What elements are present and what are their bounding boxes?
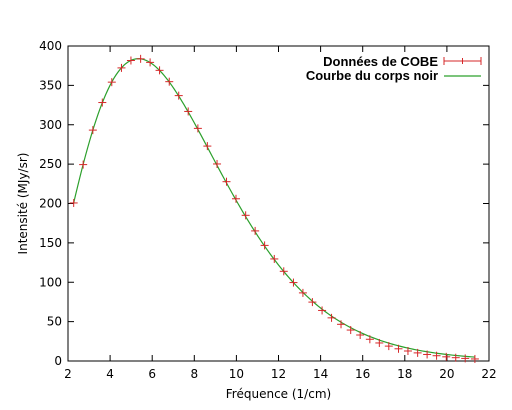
cobe-data-point (337, 320, 346, 329)
cobe-data-point (451, 353, 460, 362)
y-tick-label: 150 (39, 236, 62, 250)
x-tick-label: 6 (148, 367, 156, 381)
cobe-data-point (308, 298, 317, 307)
plot-frame (67, 45, 490, 362)
cobe-data-point (203, 142, 212, 151)
cobe-data-point (413, 348, 422, 357)
cobe-data-point (279, 267, 288, 276)
axes (67, 45, 490, 362)
cobe-data-point (213, 159, 222, 168)
legend-label-blackbody-curve: Courbe du corps noir (306, 68, 438, 83)
y-tick-label: 350 (39, 78, 62, 92)
cobe-data-point (260, 241, 269, 250)
x-tick-label: 16 (355, 367, 370, 381)
cobe-data-point (394, 344, 403, 353)
x-tick-label: 4 (106, 367, 114, 381)
cobe-data-point (251, 226, 260, 235)
x-tick-label: 14 (313, 367, 328, 381)
cobe-data-point (88, 126, 97, 135)
plot-series (69, 54, 479, 363)
cobe-data-point (107, 78, 116, 87)
y-tick-label: 0 (54, 354, 62, 368)
x-tick-label: 8 (190, 367, 198, 381)
cobe-data-point (241, 211, 250, 220)
y-tick-label: 300 (39, 118, 62, 132)
x-tick-label: 2 (64, 367, 72, 381)
cobe-data-point (375, 338, 384, 347)
x-tick-label: 10 (229, 367, 244, 381)
cobe-data-point (298, 288, 307, 297)
cobe-data-point (193, 124, 202, 133)
cobe-data-point (470, 354, 479, 363)
legend-label-cobe-data: Données de COBE (323, 54, 438, 69)
cobe-data-point (289, 278, 298, 287)
cobe-data-point (384, 342, 393, 351)
x-tick-label: 22 (481, 367, 496, 381)
cobe-data-point (165, 77, 174, 86)
cobe-data-point (231, 194, 240, 203)
cobe-data-point (270, 254, 279, 263)
cobe-data-point (432, 351, 441, 360)
y-axis-label: Intensité (MJy/sr) (16, 153, 30, 255)
blackbody-curve-line (73, 58, 475, 358)
cobe-data-point (117, 63, 126, 72)
cobe-data-point (442, 352, 451, 361)
y-tick-label: 200 (39, 197, 62, 211)
cobe-data-point (318, 306, 327, 315)
cobe-data-point (327, 313, 336, 322)
y-tick-label: 50 (47, 315, 62, 329)
y-tick-label: 100 (39, 275, 62, 289)
ticks: 2 4 6 8 10 12 14 16 18 20 22 0 50 100 150 200 250 300 350 4… (39, 39, 497, 381)
x-tick-label: 12 (271, 367, 286, 381)
cobe-data-point (155, 66, 164, 75)
cobe-data-point (136, 54, 145, 63)
cobe-data-point (461, 354, 470, 363)
cobe-data-point (423, 350, 432, 359)
legend: Données de COBE Courbe du corps noir (306, 54, 482, 83)
cobe-data-point (146, 58, 155, 67)
cobe-data-point (346, 326, 355, 335)
y-tick-label: 400 (39, 39, 62, 53)
y-tick-label: 250 (39, 157, 62, 171)
cobe-data-point (222, 177, 231, 186)
x-tick-label: 18 (397, 367, 412, 381)
cobe-data-point (365, 335, 374, 344)
cobe-data-point (403, 346, 412, 355)
cobe-data-point (126, 56, 135, 65)
cobe-data-point (184, 107, 193, 116)
cobe-data-point (174, 91, 183, 100)
cobe-data-point (98, 98, 107, 107)
x-axis-label: Fréquence (1/cm) (226, 387, 331, 401)
x-tick-label: 20 (439, 367, 454, 381)
cobe-data-point (79, 160, 88, 169)
cobe-data-point (69, 198, 78, 207)
cobe-data-point (356, 331, 365, 340)
